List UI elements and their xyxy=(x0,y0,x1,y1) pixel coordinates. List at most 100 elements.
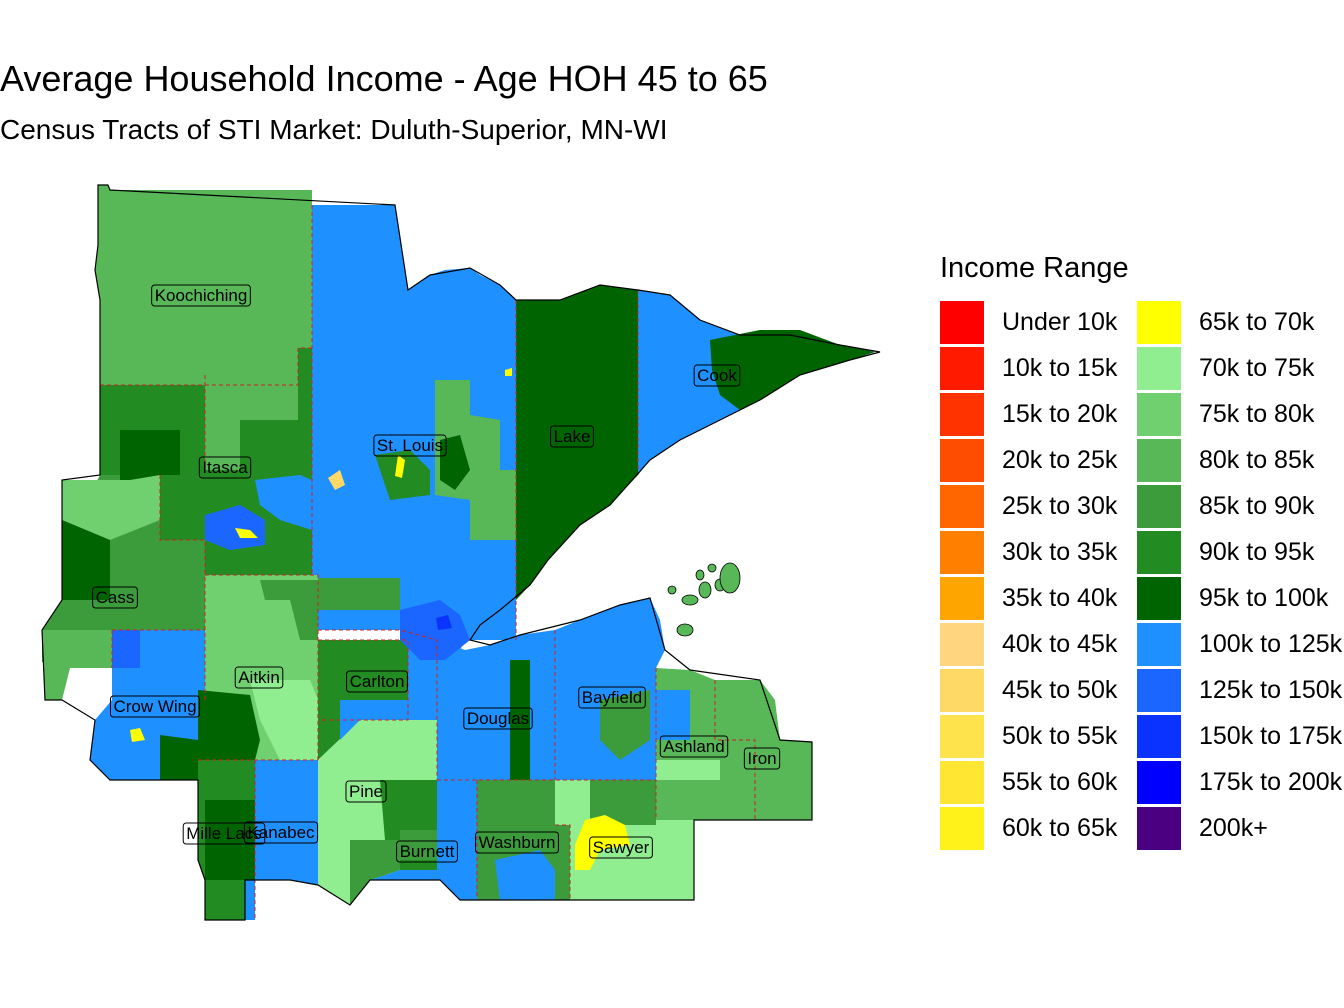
patch-aitkin-light xyxy=(250,680,318,760)
svg-text:Washburn: Washburn xyxy=(479,833,556,852)
legend-swatch-8 xyxy=(940,669,984,712)
legend-label-11: 60k to 65k xyxy=(1002,814,1118,842)
legend-swatch-19 xyxy=(1137,623,1181,666)
legend-swatch-14 xyxy=(1137,393,1181,436)
patch-duluth-green xyxy=(318,578,400,610)
legend-swatch-4 xyxy=(940,485,984,528)
tract-burnett xyxy=(370,780,477,900)
patch-crowwing-dark xyxy=(160,735,198,780)
legend-label-8: 45k to 50k xyxy=(1002,676,1118,704)
svg-text:Cass: Cass xyxy=(96,588,135,607)
legend-label-21: 150k to 175k xyxy=(1199,722,1343,750)
legend-label-10: 55k to 60k xyxy=(1002,768,1118,796)
legend-swatch-23 xyxy=(1137,807,1181,850)
legend-label-23: 200k+ xyxy=(1199,814,1268,842)
svg-text:Douglas: Douglas xyxy=(467,709,529,728)
patch-ashland-light xyxy=(656,760,720,780)
legend-swatch-7 xyxy=(940,623,984,666)
map-subtitle: Census Tracts of STI Market: Duluth-Supe… xyxy=(0,114,668,145)
legend-label-2: 15k to 20k xyxy=(1002,400,1118,428)
county-label-crow-wing: Crow Wing xyxy=(109,695,201,718)
patch-cass-light xyxy=(62,475,160,540)
patch-stlouis-dark2 xyxy=(440,435,470,490)
tract-lake xyxy=(516,285,638,600)
svg-text:St. Louis: St. Louis xyxy=(377,436,443,455)
market-outline xyxy=(41,184,881,921)
county-label-carlton: Carlton xyxy=(346,670,408,693)
svg-text:Lake: Lake xyxy=(554,427,591,446)
svg-text:Koochiching: Koochiching xyxy=(155,286,248,305)
svg-text:Aitkin: Aitkin xyxy=(238,668,280,687)
legend-label-16: 85k to 90k xyxy=(1199,492,1315,520)
county-label-lake: Lake xyxy=(550,425,594,448)
patch-aitkin-dark xyxy=(198,690,260,760)
apostle-islands xyxy=(667,562,741,637)
svg-text:Mille Lacs: Mille Lacs xyxy=(186,824,262,843)
patch-stlouis-green xyxy=(435,380,516,540)
legend-label-7: 40k to 45k xyxy=(1002,630,1118,658)
county-label-st-louis: St. Louis xyxy=(373,434,447,457)
county-label-cook: Cook xyxy=(693,364,741,387)
legend-swatch-10 xyxy=(940,761,984,804)
county-label-iron: Iron xyxy=(743,747,781,770)
county-label-aitkin: Aitkin xyxy=(234,666,284,689)
patch-duluth-blue xyxy=(400,600,470,660)
county-label-douglas: Douglas xyxy=(463,707,533,730)
patch-yellow-stlouis xyxy=(328,470,345,490)
patch-sawyer-yellow xyxy=(575,815,630,870)
svg-text:Sawyer: Sawyer xyxy=(593,838,650,857)
patch-itasca-blue xyxy=(205,505,265,550)
legend-label-5: 30k to 35k xyxy=(1002,538,1118,566)
legend-label-20: 125k to 150k xyxy=(1199,676,1343,704)
tract-st-louis xyxy=(312,205,516,662)
legend-swatch-21 xyxy=(1137,715,1181,758)
legend-swatch-9 xyxy=(940,715,984,758)
svg-text:Iron: Iron xyxy=(747,749,776,768)
patch-blue-duluth xyxy=(436,615,452,630)
legend-label-3: 20k to 25k xyxy=(1002,446,1118,474)
tract-cook-east xyxy=(710,330,875,410)
legend-swatch-13 xyxy=(1137,347,1181,390)
svg-text:Carlton: Carlton xyxy=(350,672,405,691)
map-title: Average Household Income - Age HOH 45 to… xyxy=(0,58,768,99)
legend-label-0: Under 10k xyxy=(1002,308,1118,336)
patch-aitkin-green2 xyxy=(260,580,318,640)
legend-swatch-6 xyxy=(940,577,984,620)
choropleth-map: Koochiching Cook St. Louis Lake Itasca Cass Ai… xyxy=(41,184,881,921)
legend-swatch-17 xyxy=(1137,531,1181,574)
svg-text:Crow Wing: Crow Wing xyxy=(113,697,196,716)
county-label-pine: Pine xyxy=(345,780,387,803)
patch-washburn-blue xyxy=(495,850,555,900)
legend-label-14: 75k to 80k xyxy=(1199,400,1315,428)
legend-label-15: 80k to 85k xyxy=(1199,446,1315,474)
patch-crowwing-bluedark xyxy=(112,630,140,668)
legend-label-9: 50k to 55k xyxy=(1002,722,1118,750)
legend-label-4: 25k to 30k xyxy=(1002,492,1118,520)
legend-label-19: 100k to 125k xyxy=(1199,630,1343,658)
patch-ashland-blue xyxy=(656,690,690,740)
legend-label-22: 175k to 200k xyxy=(1199,768,1343,796)
svg-text:Burnett: Burnett xyxy=(400,842,455,861)
svg-text:Kanabec: Kanabec xyxy=(247,823,315,842)
legend-swatch-18 xyxy=(1137,577,1181,620)
county-boundaries xyxy=(100,205,756,920)
county-label-bayfield: Bayfield xyxy=(578,686,646,709)
legend-swatch-5 xyxy=(940,531,984,574)
patch-burnett-green xyxy=(400,830,437,860)
legend-swatch-15 xyxy=(1137,439,1181,482)
legend-swatch-12 xyxy=(1137,301,1181,344)
patch-yellow-crowwing xyxy=(130,728,145,742)
county-label-burnett: Burnett xyxy=(396,840,458,863)
patch-itasca-blue2 xyxy=(255,475,312,530)
svg-text:Itasca: Itasca xyxy=(202,458,248,477)
legend-swatch-1 xyxy=(940,347,984,390)
svg-text:Ashland: Ashland xyxy=(663,737,724,756)
legend-swatch-11 xyxy=(940,807,984,850)
patch-yellow-stlouis2 xyxy=(395,455,405,478)
patch-sawyer-green xyxy=(590,780,656,825)
county-label-mille-lacs: Mille Lacs xyxy=(182,822,266,845)
patch-yellow-north xyxy=(505,368,512,376)
legend-swatch-3 xyxy=(940,439,984,482)
county-label-sawyer: Sawyer xyxy=(589,836,653,859)
legend-title: Income Range xyxy=(940,252,1129,284)
